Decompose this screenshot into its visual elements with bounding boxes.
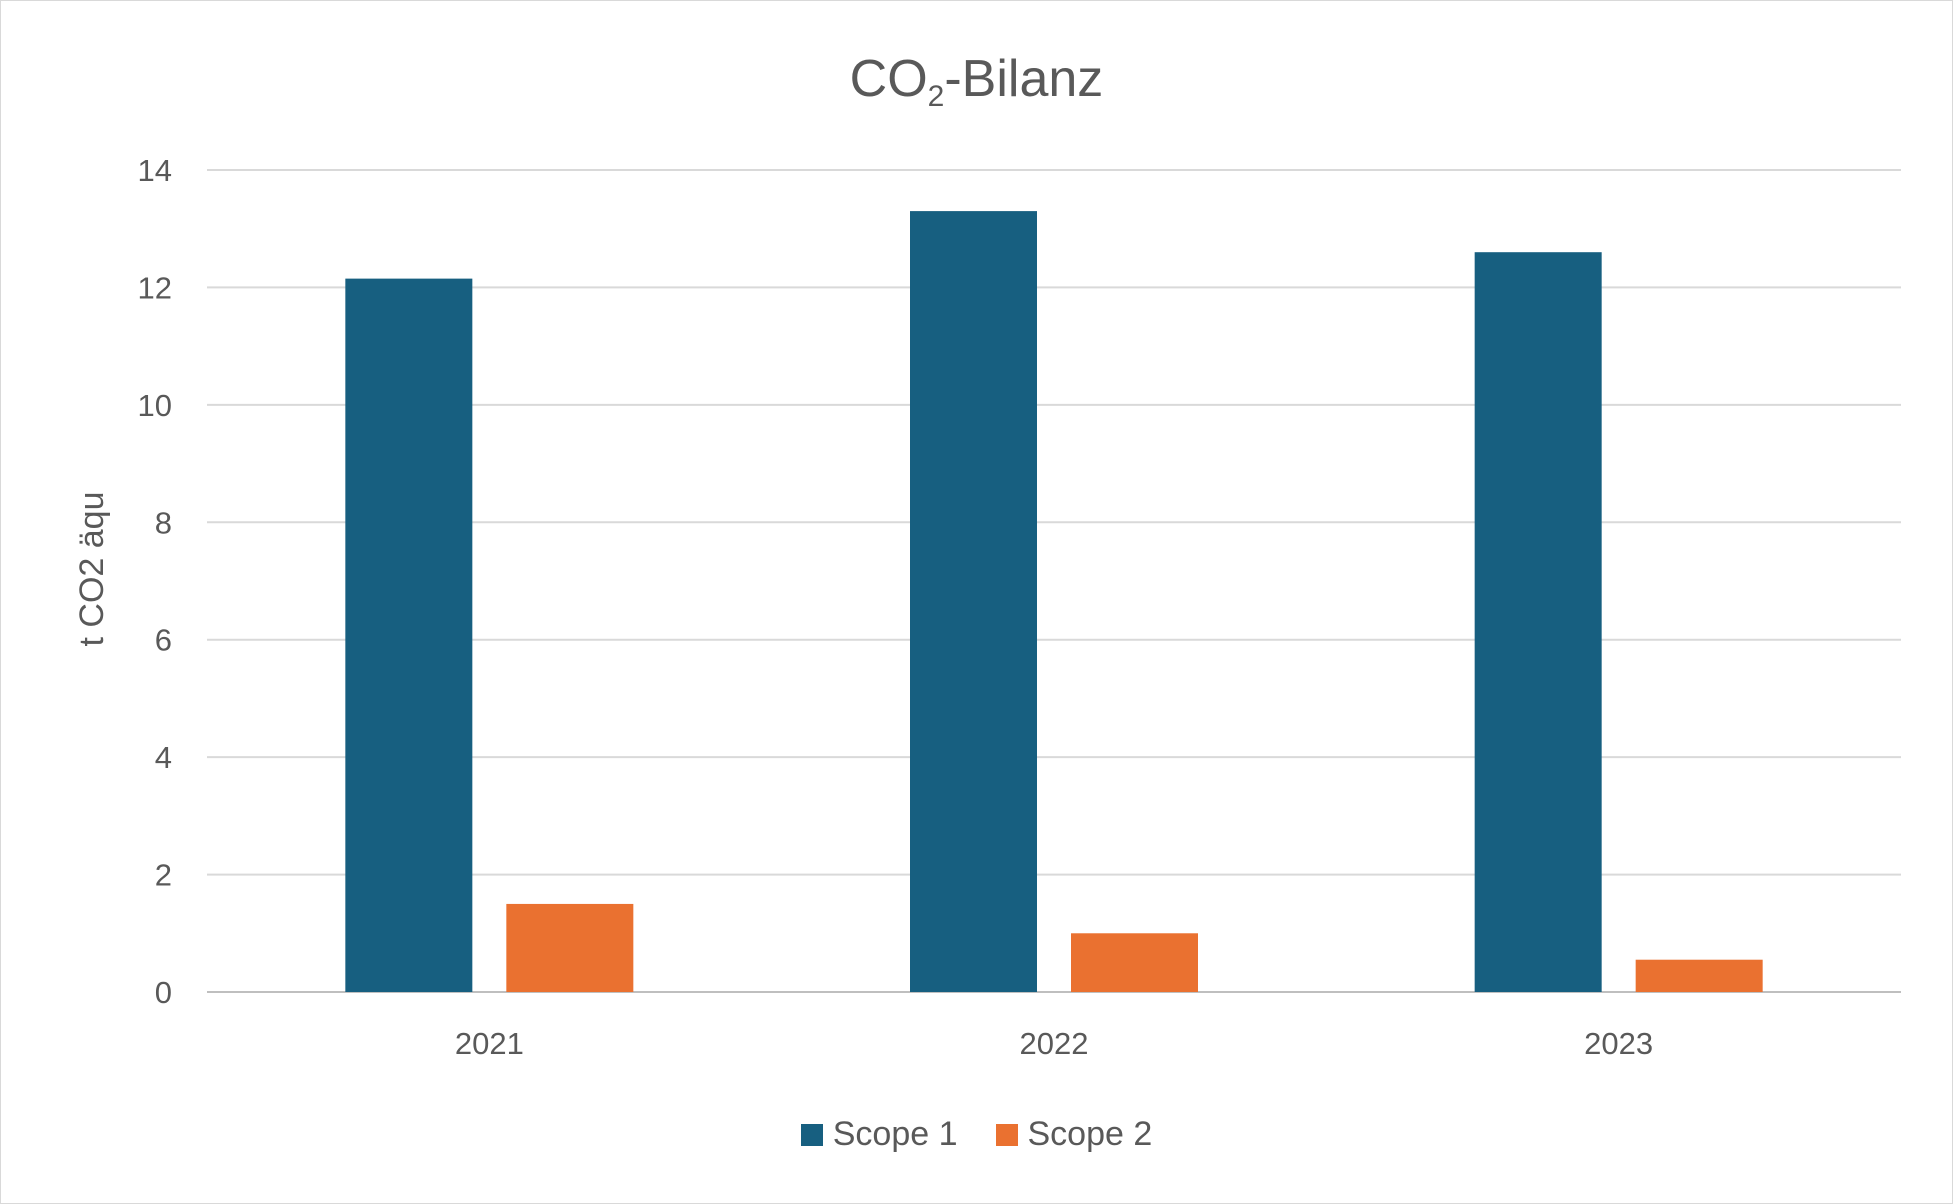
bar-scope-2-2022 (1071, 933, 1198, 992)
y-tick-label: 12 (138, 270, 172, 305)
y-axis-title: t CO2 äqu (73, 492, 111, 647)
y-tick-label: 6 (155, 623, 172, 658)
bar-scope-2-2021 (506, 903, 634, 992)
bar-scope-2-2023 (1635, 959, 1763, 992)
bars (345, 211, 1763, 993)
gridlines (207, 169, 1901, 993)
x-tick-label: 2022 (1020, 1026, 1089, 1061)
x-axis-ticks: 2021 2022 2023 (455, 1026, 1653, 1061)
bar-scope-1-2022 (910, 211, 1037, 993)
chart-title-suffix: -Bilanz (944, 50, 1104, 108)
legend-label-scope-1: Scope 1 (832, 1115, 958, 1153)
legend-swatch-scope-2 (995, 1123, 1018, 1146)
y-tick-label: 2 (155, 858, 172, 893)
chart-title-subscript: 2 (927, 80, 945, 113)
y-tick-label: 0 (155, 975, 172, 1010)
chart-title: CO2-Bilanz (0, 48, 1953, 113)
chart-title-main: CO (849, 50, 928, 108)
x-tick-label: 2021 (455, 1026, 524, 1061)
legend: Scope 1 Scope 2 (0, 1115, 1953, 1154)
y-tick-label: 10 (138, 388, 172, 423)
legend-label-scope-2: Scope 2 (1027, 1115, 1153, 1153)
y-tick-label: 8 (155, 505, 172, 540)
x-tick-label: 2023 (1584, 1026, 1653, 1061)
legend-swatch-scope-1 (800, 1123, 823, 1146)
y-axis-ticks: 0 2 4 6 8 10 12 14 (138, 153, 172, 1010)
legend-item-scope-2: Scope 2 (995, 1115, 1153, 1154)
legend-item-scope-1: Scope 1 (800, 1115, 958, 1154)
y-tick-label: 4 (155, 740, 172, 775)
bar-scope-1-2021 (345, 278, 473, 992)
bar-scope-1-2023 (1474, 252, 1602, 992)
y-tick-label: 14 (138, 153, 172, 188)
